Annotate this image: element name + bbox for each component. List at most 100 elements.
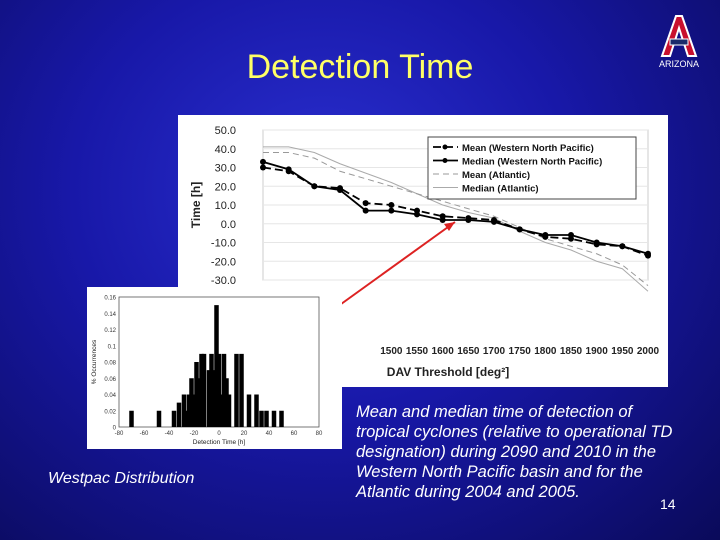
histogram-bar — [196, 378, 202, 427]
x-tick-label: 1900 — [586, 346, 609, 357]
histogram-x-tick-label: -20 — [190, 431, 199, 437]
data-point — [568, 235, 574, 242]
histogram-y-tick-label: 0 — [113, 426, 117, 432]
data-point — [285, 168, 292, 175]
y-tick-label: 0.0 — [221, 219, 236, 231]
data-point — [337, 185, 343, 192]
histogram-bar — [254, 394, 259, 427]
legend-label: Median (Western North Pacific) — [462, 157, 602, 168]
university-logo: ARIZONA — [659, 15, 699, 69]
x-tick-label: 2000 — [637, 346, 660, 357]
series-line — [263, 152, 649, 287]
y-tick-label: 50.0 — [215, 125, 236, 137]
data-point — [362, 200, 369, 207]
data-point — [465, 215, 472, 222]
y-tick-label: 30.0 — [215, 163, 236, 175]
histogram-y-tick-label: 0.06 — [104, 377, 116, 383]
histogram-bar — [221, 353, 227, 427]
histogram-y-tick-label: 0.14 — [104, 312, 116, 318]
histogram-x-tick-label: 60 — [291, 431, 298, 437]
inset-histogram: 0.16 0.14 0.12 0.1 0.08 0.06 0.04 0.02 0 -80 -60 -4… — [87, 287, 342, 449]
legend-marker — [442, 158, 448, 163]
logo-letter-a-icon — [660, 15, 698, 57]
page-number: 14 — [660, 496, 676, 512]
histogram-bar — [189, 378, 194, 427]
data-point — [388, 202, 395, 208]
data-point — [619, 243, 626, 250]
x-tick-label: 1850 — [560, 346, 583, 357]
histogram-bar — [239, 353, 244, 427]
histogram-bar — [186, 394, 192, 427]
histogram-y-tick-label: 0.12 — [104, 328, 116, 334]
x-tick-label: 1600 — [432, 346, 455, 357]
logo-crossbar — [669, 38, 689, 46]
series-line — [262, 161, 649, 255]
legend-label: Mean (Atlantic) — [462, 170, 530, 181]
histogram-bar — [206, 370, 212, 427]
data-point — [311, 183, 318, 190]
histogram-x-tick-label: 80 — [316, 431, 323, 437]
x-tick-label: 1500 — [380, 346, 403, 357]
histogram-bar — [259, 410, 264, 427]
data-point — [362, 207, 369, 214]
series-line — [263, 146, 649, 292]
y-tick-label: -20.0 — [211, 256, 236, 268]
histogram-bar — [271, 410, 277, 427]
histogram-x-tick-label: 40 — [266, 431, 273, 437]
data-point — [491, 217, 497, 223]
histogram-bar — [216, 353, 222, 427]
x-tick-label: 1750 — [509, 346, 532, 357]
y-tick-label: -10.0 — [211, 238, 236, 250]
histogram-bar — [156, 410, 162, 427]
histogram-x-axis-label: Detection Time [h] — [193, 439, 246, 446]
histogram-y-tick-label: 0.08 — [104, 361, 116, 367]
histogram-bar — [264, 410, 269, 427]
histogram-bar — [234, 353, 239, 427]
histogram-bar — [191, 394, 197, 427]
logo-text: ARIZONA — [659, 59, 699, 69]
histogram-x-tick-label: -60 — [140, 431, 149, 437]
histogram-x-tick-label: 20 — [241, 431, 248, 437]
y-tick-label: -30.0 — [211, 275, 236, 287]
histogram-bar — [171, 410, 177, 427]
data-point — [645, 252, 651, 259]
histogram-bar — [214, 305, 219, 427]
y-tick-label: 20.0 — [215, 181, 236, 193]
histogram-bar — [211, 370, 217, 427]
x-tick-label: 1950 — [611, 346, 634, 357]
histogram-bar — [219, 394, 224, 427]
histogram-x-tick-label: -40 — [165, 431, 174, 437]
data-point — [516, 226, 523, 233]
histogram-x-tick-label: -80 — [115, 431, 124, 437]
y-tick-label: 10.0 — [215, 200, 236, 212]
histogram-bar — [176, 402, 182, 427]
histogram-y-axis-label: % Occurrences — [91, 339, 98, 384]
caption-description: Mean and median time of detection of tro… — [356, 403, 673, 501]
line-chart-svg: 50.0 40.0 30.0 20.0 10.0 0.0 -10.0 -20.0 -30.0 15… — [189, 125, 660, 379]
histogram-bar — [199, 353, 204, 427]
data-point — [388, 207, 395, 214]
histogram-bar — [201, 353, 207, 427]
histogram-bar — [194, 362, 199, 427]
histogram-bar — [184, 410, 189, 427]
x-tick-label: 1650 — [457, 346, 480, 357]
x-tick-label: 1550 — [406, 346, 429, 357]
data-point — [593, 241, 600, 248]
histogram-bar — [226, 394, 232, 427]
legend-marker — [442, 144, 448, 150]
histogram-y-tick-label: 0.16 — [104, 296, 116, 302]
legend-label: Mean (Western North Pacific) — [462, 143, 594, 154]
y-axis-label: Time [h] — [189, 182, 203, 228]
histogram-x-tick-label: 0 — [217, 431, 221, 437]
histogram-bar — [224, 378, 229, 427]
x-axis-label: DAV Threshold [deg²] — [387, 365, 509, 379]
data-point — [439, 213, 446, 220]
x-tick-label: 1700 — [483, 346, 506, 357]
legend-label: Median (Atlantic) — [462, 184, 539, 195]
histogram-y-tick-label: 0.1 — [108, 344, 117, 350]
histogram-bar — [279, 410, 284, 427]
legend-box — [427, 136, 637, 200]
histogram-bar — [209, 353, 214, 427]
histogram-bar — [246, 394, 252, 427]
data-point — [414, 207, 420, 214]
